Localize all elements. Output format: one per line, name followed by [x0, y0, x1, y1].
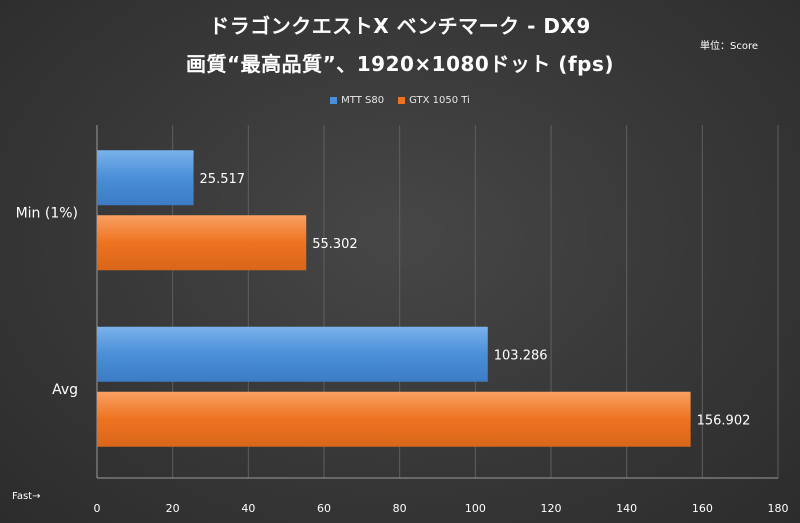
legend-swatch-series-1: [330, 97, 338, 104]
bar: [97, 215, 307, 271]
axis-direction-note: Fast→: [12, 491, 41, 502]
x-tick-label: 120: [541, 502, 562, 515]
unit-label: 単位：Score: [700, 41, 759, 52]
x-tick-label: 80: [393, 502, 407, 515]
x-tick-label: 140: [616, 502, 637, 515]
chart-subtitle: 画質“最高品質”、1920×1080ドット (fps): [185, 52, 615, 76]
category-label: Avg: [52, 382, 78, 398]
data-label: 156.902: [697, 413, 751, 428]
legend-swatch-series-2: [398, 97, 406, 104]
legend-label-series-2: GTX 1050 Ti: [409, 95, 470, 106]
legend-item-series-2: GTX 1050 Ti: [398, 95, 470, 106]
x-tick-label: 160: [692, 502, 713, 515]
data-label: 25.517: [200, 172, 246, 187]
x-tick-label: 60: [317, 502, 331, 515]
x-tick-label: 0: [94, 502, 101, 515]
data-label: 55.302: [312, 237, 358, 252]
x-tick-label: 40: [241, 502, 255, 515]
legend-label-series-1: MTT S80: [341, 95, 385, 106]
data-label: 103.286: [494, 348, 548, 363]
chart-title: ドラゴンクエストX ベンチマーク - DX9: [209, 14, 591, 38]
x-tick-label: 100: [465, 502, 486, 515]
category-label: Min (1%): [16, 205, 78, 221]
bar: [97, 326, 488, 382]
x-tick-label: 20: [166, 502, 180, 515]
legend: MTT S80 GTX 1050 Ti: [0, 95, 800, 106]
bar: [97, 150, 194, 206]
bar: [97, 391, 691, 447]
x-tick-label: 180: [768, 502, 789, 515]
legend-item-series-1: MTT S80: [330, 95, 384, 106]
